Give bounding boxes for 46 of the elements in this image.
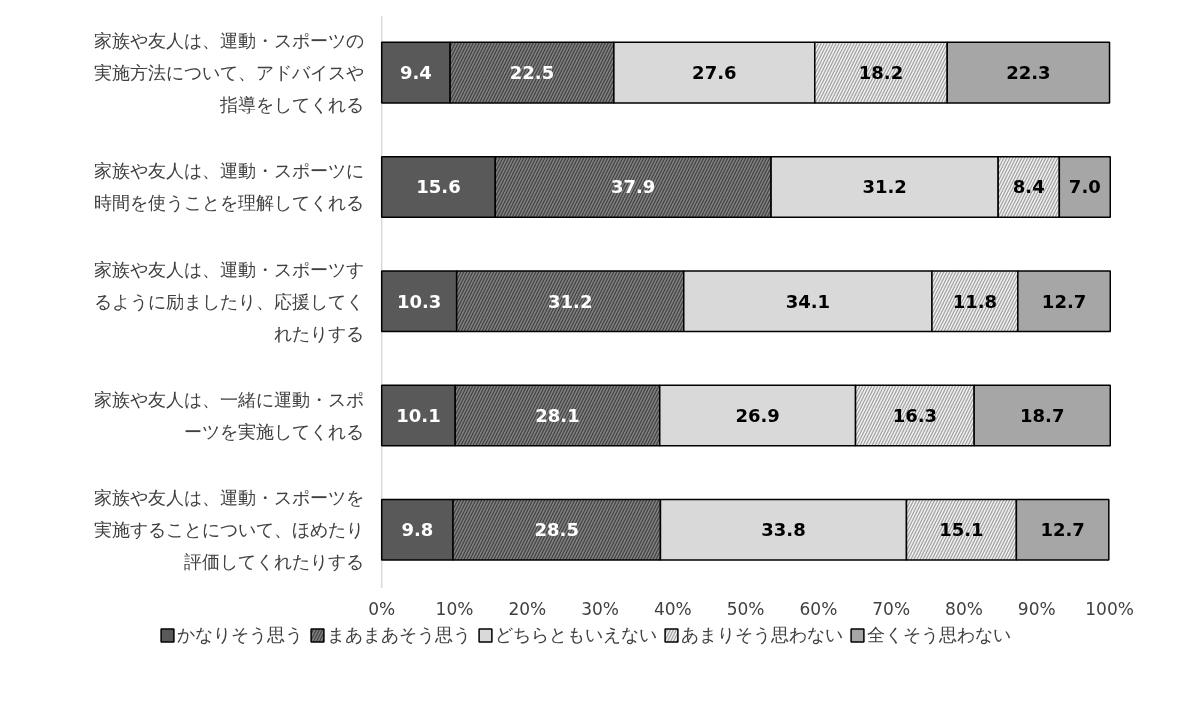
legend-label: あまりそう思わない bbox=[681, 623, 843, 647]
x-tick-label: 0% bbox=[368, 599, 396, 620]
y-tick-label: 家族や友人は、運動・スポーツの実施方法について、アドバイスや指導をしてくれる bbox=[93, 30, 364, 116]
data-label: 37.9 bbox=[610, 176, 656, 198]
data-label: 33.8 bbox=[761, 519, 806, 541]
x-tick-label: 90% bbox=[1017, 599, 1056, 620]
x-tick-label: 10% bbox=[435, 599, 474, 620]
x-tick-label: 100% bbox=[1085, 599, 1134, 620]
data-label: 15.6 bbox=[416, 176, 461, 198]
x-tick-label: 30% bbox=[581, 599, 619, 620]
y-tick-label: 家族や友人は、一緒に運動・スポーツを実施してくれる bbox=[93, 389, 364, 442]
data-label: 31.2 bbox=[548, 290, 593, 312]
legend-label: 全くそう思わない bbox=[867, 623, 1011, 647]
data-label: 34.1 bbox=[785, 290, 831, 312]
legend-label: まあまあそう思う bbox=[327, 623, 471, 647]
x-tick-label: 50% bbox=[726, 599, 765, 620]
legend-label: どちらともいえない bbox=[495, 623, 657, 647]
data-label: 12.7 bbox=[1041, 290, 1087, 312]
data-label: 26.9 bbox=[735, 405, 780, 426]
data-label: 22.3 bbox=[1006, 62, 1051, 84]
y-tick-label: 家族や友人は、運動・スポーツするように励ましたり、応援してくれたりする bbox=[93, 258, 364, 344]
data-label: 9.8 bbox=[401, 519, 434, 541]
data-label: 31.2 bbox=[862, 176, 907, 198]
data-label: 10.3 bbox=[396, 290, 442, 312]
data-label: 7.0 bbox=[1068, 176, 1101, 198]
x-tick-label: 80% bbox=[945, 599, 983, 620]
data-label: 9.4 bbox=[399, 62, 432, 84]
data-label: 15.1 bbox=[939, 519, 984, 541]
data-label: 18.2 bbox=[858, 62, 904, 84]
data-label: 18.7 bbox=[1020, 405, 1065, 426]
data-label: 12.7 bbox=[1040, 519, 1085, 541]
data-label: 16.3 bbox=[892, 405, 938, 426]
x-tick-label: 40% bbox=[653, 599, 692, 620]
data-label: 10.1 bbox=[396, 405, 441, 426]
data-label: 11.8 bbox=[952, 290, 998, 312]
x-tick-label: 20% bbox=[508, 599, 547, 620]
data-label: 28.1 bbox=[535, 405, 580, 426]
x-tick-label: 70% bbox=[872, 599, 911, 620]
data-label: 27.6 bbox=[692, 62, 737, 84]
y-tick-label: 家族や友人は、運動・スポーツを実施することについて、ほめたり評価してくれたりする bbox=[93, 487, 364, 573]
x-tick-label: 60% bbox=[799, 599, 838, 620]
data-label: 22.5 bbox=[509, 62, 555, 84]
data-label: 8.4 bbox=[1012, 176, 1045, 198]
data-label: 28.5 bbox=[534, 519, 579, 541]
legend-label: かなりそう思う bbox=[177, 623, 303, 647]
y-tick-label: 家族や友人は、運動・スポーツに時間を使うことを理解してくれる bbox=[93, 160, 364, 214]
